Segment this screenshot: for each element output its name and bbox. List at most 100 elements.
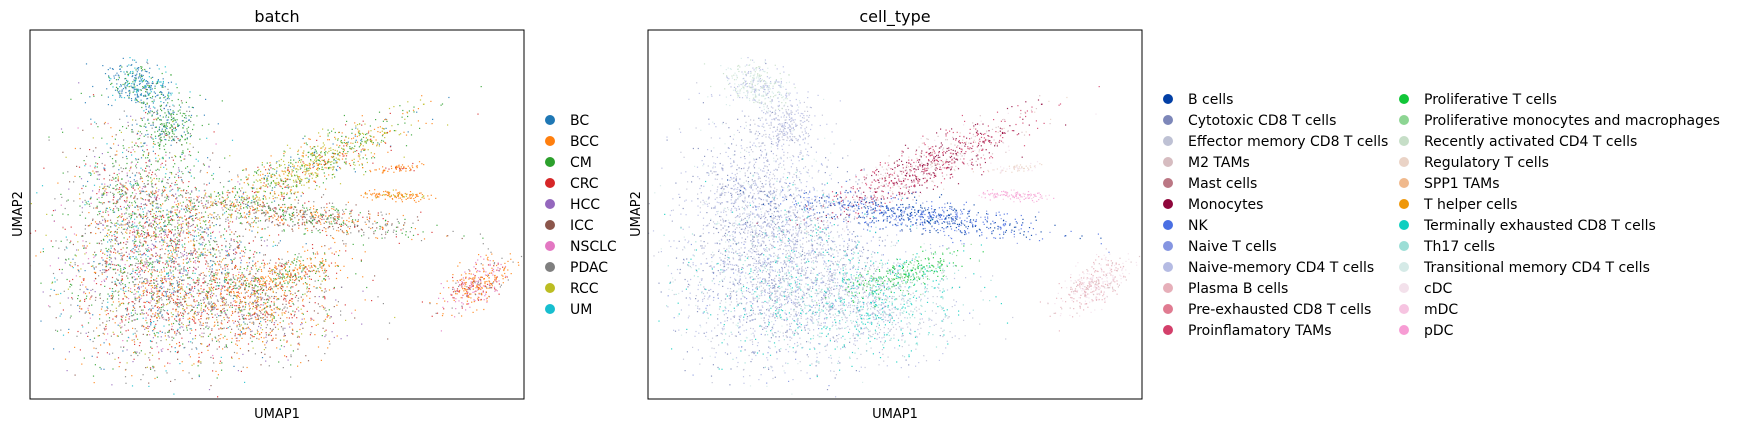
umap-point bbox=[285, 261, 287, 263]
umap-point bbox=[271, 295, 273, 298]
umap-point bbox=[143, 234, 145, 236]
umap-point bbox=[328, 289, 331, 291]
umap-point bbox=[263, 265, 265, 267]
umap-point bbox=[215, 272, 217, 274]
umap-point bbox=[120, 183, 122, 185]
umap-point bbox=[245, 228, 247, 230]
umap-point bbox=[133, 197, 135, 199]
umap-point bbox=[191, 215, 193, 217]
umap-point bbox=[181, 286, 183, 288]
umap-point bbox=[134, 182, 137, 185]
umap-point bbox=[112, 295, 114, 297]
umap-point bbox=[171, 292, 173, 294]
umap-point bbox=[139, 239, 141, 241]
umap-point bbox=[147, 314, 149, 316]
umap-point bbox=[292, 286, 294, 288]
umap-point bbox=[83, 279, 85, 281]
umap-point bbox=[310, 332, 312, 334]
umap-point bbox=[144, 85, 146, 87]
umap-point bbox=[253, 323, 255, 325]
umap-point bbox=[262, 280, 264, 282]
umap-point bbox=[153, 224, 155, 226]
umap-point bbox=[153, 91, 155, 93]
umap-point bbox=[239, 309, 241, 311]
umap-point bbox=[175, 245, 177, 247]
umap-point bbox=[205, 293, 207, 295]
umap-point bbox=[143, 117, 145, 119]
umap-point bbox=[112, 297, 114, 299]
umap-point bbox=[110, 78, 112, 80]
umap-point bbox=[187, 318, 189, 320]
umap-point bbox=[189, 225, 191, 227]
umap-point bbox=[327, 347, 329, 349]
umap-point bbox=[181, 314, 183, 316]
umap-point bbox=[71, 297, 73, 299]
umap-point bbox=[192, 338, 194, 340]
umap-point bbox=[140, 297, 142, 299]
umap-point bbox=[176, 247, 178, 249]
umap-point bbox=[169, 283, 171, 285]
umap-point bbox=[176, 236, 178, 239]
umap-point bbox=[300, 324, 302, 326]
umap-point bbox=[257, 286, 259, 288]
umap-point bbox=[215, 305, 217, 307]
umap-point bbox=[146, 322, 148, 324]
umap-point bbox=[256, 313, 258, 315]
umap-point bbox=[102, 269, 104, 271]
umap-point bbox=[83, 278, 85, 280]
umap-point bbox=[179, 140, 181, 142]
umap-point bbox=[176, 198, 178, 200]
umap-point bbox=[178, 314, 180, 316]
umap-point bbox=[236, 301, 238, 303]
umap-point bbox=[64, 228, 66, 230]
umap-point bbox=[96, 223, 98, 225]
umap-point bbox=[259, 281, 261, 283]
umap-point bbox=[105, 266, 107, 268]
umap-point bbox=[215, 295, 217, 297]
umap-point bbox=[141, 216, 143, 218]
umap-point bbox=[196, 199, 199, 201]
umap-point bbox=[85, 252, 87, 254]
umap-point bbox=[181, 229, 183, 231]
umap-point bbox=[134, 328, 136, 330]
umap-point bbox=[201, 244, 203, 246]
umap-point bbox=[155, 157, 157, 159]
umap-point bbox=[144, 270, 146, 272]
umap-point bbox=[177, 190, 179, 192]
umap-point bbox=[290, 356, 292, 358]
umap-point bbox=[131, 141, 133, 143]
umap-point bbox=[151, 316, 153, 318]
umap-point bbox=[210, 273, 212, 275]
umap-point bbox=[216, 316, 218, 318]
umap-point bbox=[155, 190, 157, 192]
umap-point bbox=[132, 70, 134, 73]
umap-point bbox=[89, 172, 91, 174]
umap-point bbox=[106, 236, 109, 238]
umap-point bbox=[116, 236, 118, 238]
umap-point bbox=[132, 361, 134, 363]
umap-point bbox=[102, 252, 104, 254]
umap-point bbox=[161, 299, 163, 301]
umap-point bbox=[134, 189, 136, 191]
umap-point bbox=[159, 256, 161, 258]
umap-point bbox=[132, 281, 134, 283]
umap-point bbox=[152, 205, 154, 207]
umap-point bbox=[207, 202, 209, 204]
umap-point bbox=[96, 171, 98, 173]
umap-point bbox=[150, 285, 152, 287]
umap-point bbox=[140, 242, 142, 244]
umap-point bbox=[133, 79, 135, 81]
umap-point bbox=[151, 290, 153, 292]
umap-point bbox=[205, 98, 207, 100]
umap-point bbox=[167, 109, 169, 111]
umap-point bbox=[182, 201, 184, 203]
umap-point bbox=[152, 95, 154, 98]
umap-point bbox=[188, 354, 190, 356]
umap-point bbox=[256, 314, 258, 316]
umap-point bbox=[267, 305, 269, 307]
umap-point bbox=[290, 354, 292, 356]
umap-point bbox=[217, 123, 219, 125]
umap-point bbox=[160, 91, 162, 93]
umap-point bbox=[275, 306, 277, 309]
umap-point bbox=[268, 334, 270, 336]
